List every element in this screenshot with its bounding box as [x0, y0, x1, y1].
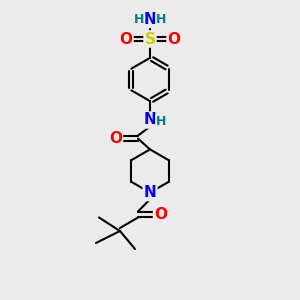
Text: O: O	[119, 32, 133, 46]
Text: N: N	[144, 185, 156, 200]
Text: O: O	[109, 131, 122, 146]
Text: H: H	[156, 13, 167, 26]
Text: H: H	[156, 115, 167, 128]
Text: N: N	[144, 112, 156, 128]
Text: S: S	[145, 32, 155, 46]
Text: O: O	[167, 32, 181, 46]
Text: H: H	[134, 13, 144, 26]
Text: N: N	[144, 12, 156, 27]
Text: O: O	[154, 207, 167, 222]
